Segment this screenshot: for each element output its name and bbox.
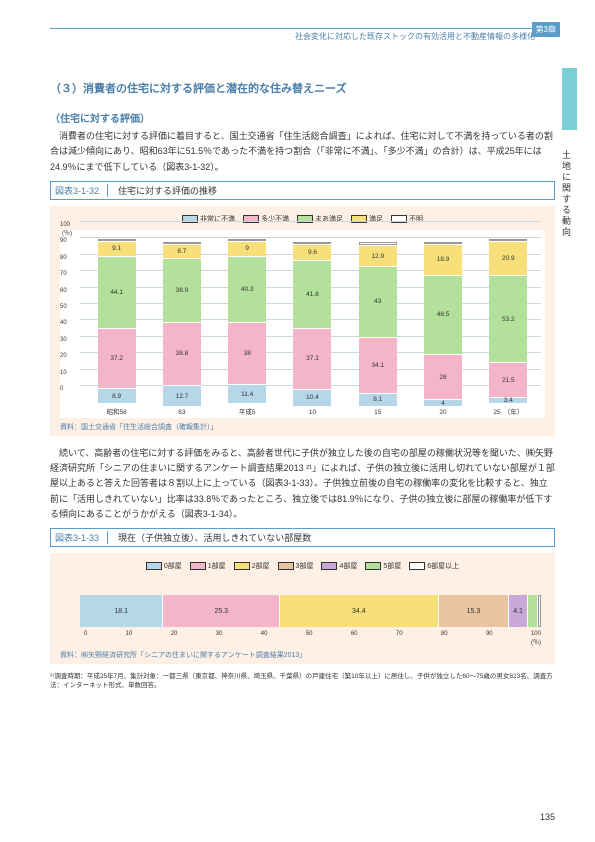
- x-label: 平成5: [239, 406, 256, 416]
- hbar-segment: 15.3: [439, 595, 510, 627]
- subsection-title: （住宅に対する評価）: [50, 110, 555, 125]
- legend-item: まあ満足: [297, 214, 343, 224]
- bar-segment: 20.9: [489, 241, 527, 275]
- bar-column: 12.738.838.98.7 63: [162, 242, 202, 416]
- legend-item: 5部屋: [365, 561, 401, 571]
- bar-segment: 44.1: [98, 256, 136, 328]
- x-tick: 30: [216, 631, 223, 637]
- x-tick: 70: [396, 631, 403, 637]
- hbar-segment: [528, 595, 538, 627]
- figure2-title: 現在（子供独立後）、活用しきれていない部屋数: [118, 531, 311, 544]
- figure1-chart: 非常に不満多少不満まあ満足満足不明 (％) 010203040506070809…: [50, 206, 555, 436]
- bar-segment: 10.4: [293, 389, 331, 406]
- legend-item: 非常に不満: [182, 214, 235, 224]
- legend-item: 1部屋: [190, 561, 226, 571]
- legend-item: 2部屋: [234, 561, 270, 571]
- x-label: 63: [178, 409, 185, 416]
- bar-segment: 28: [424, 354, 462, 400]
- legend-item: 4部屋: [321, 561, 357, 571]
- x-unit-label: (％): [60, 637, 545, 646]
- bar-segment: 37.1: [293, 328, 331, 389]
- x-label: 10: [309, 409, 316, 416]
- page-number: 135: [540, 812, 555, 822]
- figure1-source: 資料：国土交通省「住生活総合調査（確報集計）」: [60, 422, 545, 432]
- figure1-number: 図表3-1-32: [55, 184, 108, 197]
- paragraph-1: 消費者の住宅に対する評価に着目すると、国土交通省「住生活総合調査」によれば、住宅…: [50, 129, 555, 175]
- x-label: 20: [439, 409, 446, 416]
- x-tick: 50: [306, 631, 313, 637]
- side-tab: [562, 68, 577, 130]
- figure2-number: 図表3-1-33: [55, 531, 108, 544]
- bar-segment: 34.1: [359, 337, 397, 393]
- bar-segment: 38: [228, 322, 266, 384]
- bar-segment: 4: [424, 399, 462, 406]
- hbar-segment: [538, 595, 541, 627]
- x-label: 昭和58: [107, 406, 127, 416]
- bar-column: 3.421.553.220.9 25 （年）: [488, 239, 528, 416]
- legend-item: 6部屋以上: [409, 561, 459, 571]
- x-tick: 0: [84, 631, 87, 637]
- bar-column: 42848.518.9 20: [423, 242, 463, 416]
- hbar-segment: 25.3: [163, 595, 280, 627]
- bar-column: 8.937.244.19.1 昭和58: [97, 239, 137, 416]
- bar-segment: 37.2: [98, 328, 136, 389]
- bar-segment: 12.9: [359, 245, 397, 266]
- page-header: 社会変化に対応した既存ストックの有効活用と不動産情報の多様化: [50, 28, 535, 42]
- x-label: 25 （年）: [493, 406, 523, 416]
- legend-item: 多少不満: [243, 214, 289, 224]
- bar-column: 11.43840.39 平成5: [227, 239, 267, 416]
- bar-segment: 8.7: [163, 244, 201, 258]
- x-label: 15: [374, 409, 381, 416]
- bar-segment: 43: [359, 266, 397, 337]
- figure2-chart: 0部屋1部屋2部屋3部屋4部屋5部屋6部屋以上 2.2 18.125.334.4…: [50, 553, 555, 664]
- bar-segment: 8.9: [98, 388, 136, 403]
- figure2-title-bar: 図表3-1-33 現在（子供独立後）、活用しきれていない部屋数: [50, 528, 555, 547]
- bar-segment: 8.1: [359, 393, 397, 406]
- bar-segment: 9: [228, 241, 266, 256]
- bar-segment: 21.5: [489, 362, 527, 397]
- figure1-legend: 非常に不満多少不満まあ満足満足不明: [60, 214, 545, 224]
- hbar-segment: 34.4: [280, 595, 439, 627]
- chapter-badge: 第3章: [532, 22, 560, 37]
- bar-segment: 3.4: [489, 397, 527, 403]
- figure1-plot: (％) 0102030405060708090100 8.937.244.19.…: [60, 230, 545, 418]
- figure2-bar: 18.125.334.415.34.1: [80, 595, 541, 627]
- x-tick: 20: [171, 631, 178, 637]
- legend-item: 3部屋: [278, 561, 314, 571]
- figure2-legend: 0部屋 1部屋 2部屋 3部屋 4部屋 5部屋 6部屋以上: [60, 561, 545, 571]
- section-title: （３）消費者の住宅に対する評価と潜在的な住み替えニーズ: [50, 80, 555, 96]
- legend-item: 不明: [391, 214, 423, 224]
- legend-item: 満足: [351, 214, 383, 224]
- bar-column: 10.437.141.89.6 10: [292, 242, 332, 416]
- figure1-title-bar: 図表3-1-32 住宅に対する評価の推移: [50, 181, 555, 200]
- header-text: 社会変化に対応した既存ストックの有効活用と不動産情報の多様化: [295, 32, 535, 41]
- x-tick: 10: [126, 631, 133, 637]
- hbar-segment: 4.1: [509, 595, 528, 627]
- bar-segment: 11.4: [228, 384, 266, 403]
- x-tick: 90: [486, 631, 493, 637]
- bar-segment: 48.5: [424, 275, 462, 354]
- side-vertical-text: 土地に関する動向: [560, 150, 573, 238]
- paragraph-2: 続いて、高齢者の住宅に対する評価をみると、高齢者世代に子供が独立した後の自宅の部…: [50, 446, 555, 522]
- hbar-segment: 18.1: [80, 595, 163, 627]
- bar-segment: 12.7: [163, 385, 201, 406]
- bar-segment: 18.9: [424, 244, 462, 275]
- x-tick: 40: [261, 631, 268, 637]
- bar-column: 8.134.14312.9 15: [358, 242, 398, 416]
- legend-item: 0部屋: [146, 561, 182, 571]
- bar-segment: 53.2: [489, 275, 527, 362]
- footnote-21: ²¹調査時期：平成25年7月、集計対象：一都三県（東京都、神奈川県、埼玉県、千葉…: [50, 672, 555, 690]
- figure1-title: 住宅に対する評価の推移: [118, 184, 217, 197]
- bar-segment: 41.8: [293, 260, 331, 328]
- bar-segment: 9.1: [98, 241, 136, 256]
- bar-segment: 38.9: [163, 258, 201, 322]
- figure2-source: 資料：㈱矢野経済研究所「シニアの住まいに関するアンケート調査結果2013」: [60, 650, 545, 660]
- bar-segment: 38.8: [163, 322, 201, 385]
- x-tick: 60: [351, 631, 358, 637]
- x-tick: 80: [441, 631, 448, 637]
- bar-segment: 40.3: [228, 256, 266, 322]
- bar-segment: 9.6: [293, 244, 331, 260]
